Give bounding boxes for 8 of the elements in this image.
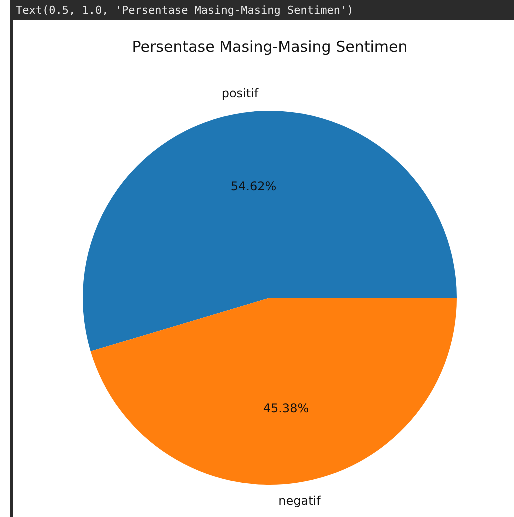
pie-slice (90, 298, 457, 485)
chart-title: Persentase Masing-Masing Sentimen (132, 38, 408, 56)
slice-label: positif (222, 86, 260, 101)
data-label: 45.38% (263, 401, 310, 416)
slice-label: negatif (278, 494, 322, 508)
pie-slice (83, 111, 457, 352)
data-label: 54.62% (230, 179, 277, 194)
text: Text(0.5, 1.0, 'Persentase Masing-Masing Sentimen') (16, 4, 354, 17)
